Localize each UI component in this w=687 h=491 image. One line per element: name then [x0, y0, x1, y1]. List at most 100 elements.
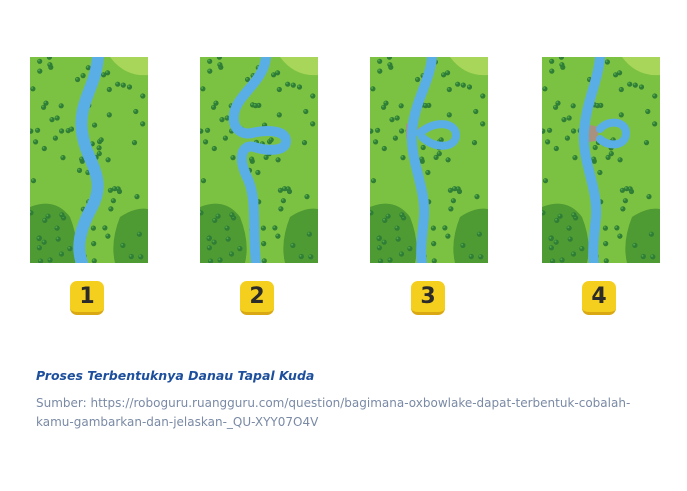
tree — [252, 103, 259, 109]
tree — [136, 231, 142, 237]
tree — [308, 254, 314, 260]
tree — [638, 84, 645, 90]
tree — [561, 117, 567, 123]
stage-3-illustration — [370, 57, 488, 263]
dark-hill — [113, 208, 148, 263]
tree — [381, 145, 387, 152]
tree-highlight — [633, 83, 636, 86]
tree — [571, 128, 577, 134]
tree — [640, 253, 646, 260]
tree-highlight — [426, 170, 429, 173]
tree-highlight — [615, 226, 618, 229]
tree — [420, 144, 426, 151]
tree — [211, 145, 217, 152]
caption-source: Sumber: https://roboguru.ruangguru.com/q… — [36, 396, 631, 429]
tree — [422, 103, 429, 109]
tree — [478, 254, 484, 260]
tree-highlight — [395, 226, 398, 229]
tree-highlight — [472, 140, 475, 143]
tree — [548, 245, 554, 251]
tree-highlight — [591, 157, 594, 160]
tree-highlight — [69, 127, 72, 130]
tree — [613, 72, 619, 78]
tree-highlight — [269, 138, 272, 140]
tree-highlight — [238, 246, 241, 249]
tree-highlight — [605, 60, 608, 63]
tree — [285, 81, 291, 87]
tree — [80, 73, 86, 79]
tree-highlight — [431, 226, 434, 229]
tree-highlight — [42, 146, 45, 149]
tree — [101, 72, 107, 78]
tree-highlight — [562, 117, 565, 120]
tree — [272, 225, 278, 231]
stage-4-badge: 4 — [582, 281, 616, 315]
tree-highlight — [469, 254, 472, 257]
tree — [564, 135, 570, 141]
tree — [296, 84, 303, 90]
tree-highlight — [447, 113, 450, 116]
tree-highlight — [386, 214, 389, 217]
tree — [230, 155, 236, 161]
tree — [597, 169, 603, 176]
tree-highlight — [560, 258, 563, 261]
tree-highlight — [281, 198, 284, 201]
tree — [570, 103, 576, 109]
tree-highlight — [200, 211, 202, 213]
tree-highlight — [572, 213, 575, 216]
tree — [398, 251, 405, 257]
tree — [67, 246, 73, 252]
tree-highlight — [77, 168, 80, 171]
tree — [76, 167, 83, 173]
tree-highlight — [213, 218, 215, 221]
tree-highlight — [35, 128, 38, 131]
tree — [553, 239, 559, 245]
tree-highlight — [207, 246, 210, 248]
tree-highlight — [91, 226, 94, 229]
tree — [229, 212, 235, 218]
tree — [547, 127, 553, 133]
tree-highlight — [408, 246, 411, 249]
tree-highlight — [302, 140, 305, 143]
tree-highlight — [86, 170, 89, 173]
tree-highlight — [613, 73, 616, 75]
tree — [400, 155, 406, 161]
tree-highlight — [623, 198, 626, 201]
tree-highlight — [556, 101, 559, 104]
tree — [455, 81, 461, 87]
tree-highlight — [253, 103, 256, 106]
tree — [652, 121, 658, 127]
tree-highlight — [273, 226, 276, 229]
tree-highlight — [91, 241, 94, 244]
tree-highlight — [399, 252, 402, 255]
tree-highlight — [603, 241, 606, 244]
tree-highlight — [260, 142, 263, 144]
tree — [555, 100, 561, 106]
tree — [47, 257, 53, 263]
stage-2-illustration — [200, 57, 318, 263]
tree — [212, 217, 218, 223]
tree-highlight — [297, 85, 300, 88]
meadow-patch — [110, 57, 148, 76]
tree-highlight — [554, 146, 557, 149]
tree-highlight — [81, 207, 84, 210]
tree — [395, 236, 401, 242]
tree-highlight — [140, 122, 143, 125]
tree — [207, 68, 213, 74]
tree — [559, 257, 565, 263]
tree — [303, 108, 309, 115]
tree-highlight — [618, 234, 621, 237]
tree-highlight — [135, 194, 138, 197]
tree-highlight — [439, 138, 442, 140]
tree — [206, 245, 212, 251]
tree-highlight — [299, 254, 302, 257]
tree-highlight — [451, 198, 454, 201]
tree-highlight — [48, 258, 51, 261]
tree — [36, 245, 42, 251]
tree — [387, 62, 393, 68]
tree — [480, 93, 486, 99]
tree — [592, 144, 598, 151]
tree-highlight — [107, 113, 110, 116]
river — [73, 57, 104, 263]
stage-1-badge: 1 — [70, 281, 104, 315]
